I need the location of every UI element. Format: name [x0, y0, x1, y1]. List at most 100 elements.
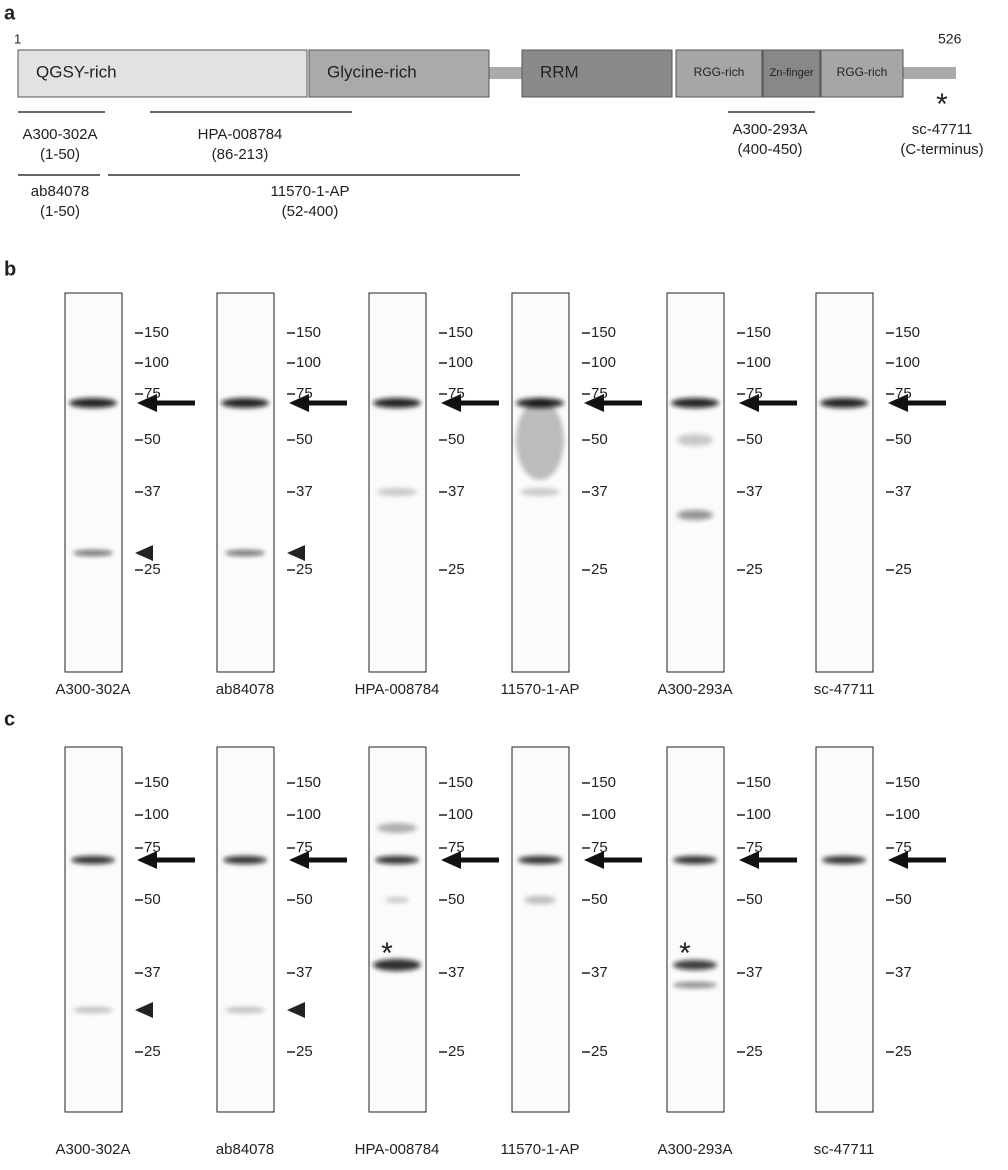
band	[225, 550, 265, 556]
blot-lane	[816, 293, 873, 672]
marker-label: 75	[895, 385, 912, 402]
blot-lane	[667, 747, 724, 1112]
marker-label: 25	[591, 1043, 608, 1060]
lane-label: 11570-1-AP	[501, 1141, 580, 1158]
blot-lane	[369, 747, 426, 1112]
band	[223, 856, 267, 864]
domain-label: QGSY-rich	[36, 62, 117, 81]
marker-label: 37	[591, 483, 608, 500]
antibody-range: (400-450)	[737, 141, 802, 158]
antibody-range: (52-400)	[282, 203, 339, 220]
marker-label: 50	[144, 431, 161, 448]
band	[673, 982, 717, 988]
asterisk: *	[679, 937, 691, 970]
marker-label: 37	[895, 964, 912, 981]
band	[73, 550, 113, 556]
band	[71, 856, 115, 864]
antibody-name: sc-47711	[912, 121, 973, 138]
linker	[903, 67, 956, 79]
blot-lane	[512, 293, 569, 672]
marker-label: 50	[746, 891, 763, 908]
marker-label: 37	[296, 483, 313, 500]
band	[375, 856, 419, 864]
marker-label: 75	[448, 385, 465, 402]
arrowhead	[135, 1002, 153, 1018]
blot-lane	[217, 747, 274, 1112]
antibody-range: (1-50)	[40, 203, 80, 220]
antibody-range: (C-terminus)	[900, 141, 983, 158]
lane-label: sc-47711	[814, 1141, 875, 1158]
antibody-range: (1-50)	[40, 146, 80, 163]
end-residue: 526	[938, 31, 962, 47]
lane-label: ab84078	[216, 681, 274, 698]
asterisk: *	[381, 937, 393, 970]
antibody-name: 11570-1-AP	[271, 183, 350, 200]
marker-label: 25	[746, 1043, 763, 1060]
marker-label: 50	[296, 431, 313, 448]
lane-label: HPA-008784	[355, 1141, 440, 1158]
marker-label: 37	[895, 483, 912, 500]
lane-label: 11570-1-AP	[501, 681, 580, 698]
marker-label: 25	[144, 1043, 161, 1060]
marker-label: 150	[296, 774, 321, 791]
marker-label: 150	[591, 324, 616, 341]
linker	[489, 67, 523, 79]
marker-label: 100	[895, 806, 920, 823]
marker-label: 150	[144, 324, 169, 341]
marker-label: 75	[144, 839, 161, 856]
marker-label: 150	[895, 774, 920, 791]
panel-label: b	[4, 258, 16, 280]
marker-label: 25	[448, 1043, 465, 1060]
arrowhead	[135, 545, 153, 561]
blot-lane	[667, 293, 724, 672]
blot-lane	[369, 293, 426, 672]
band	[677, 510, 713, 520]
antibody-range: (86-213)	[212, 146, 269, 163]
lane-label: A300-302A	[55, 1141, 130, 1158]
blot-lane	[816, 747, 873, 1112]
marker-label: 100	[895, 354, 920, 371]
marker-label: 25	[591, 561, 608, 578]
marker-label: 25	[144, 561, 161, 578]
marker-label: 37	[296, 964, 313, 981]
domain-label: RGG-rich	[837, 65, 888, 79]
antibody-name: A300-302A	[22, 126, 97, 143]
lane-label: A300-293A	[657, 1141, 732, 1158]
domain-label: RGG-rich	[694, 65, 745, 79]
marker-label: 25	[448, 561, 465, 578]
marker-label: 100	[591, 806, 616, 823]
marker-label: 150	[448, 324, 473, 341]
marker-label: 25	[296, 1043, 313, 1060]
lane-label: sc-47711	[814, 681, 875, 698]
marker-label: 50	[296, 891, 313, 908]
blot-lane	[512, 747, 569, 1112]
band	[73, 1007, 113, 1013]
band	[225, 1007, 265, 1013]
band	[69, 398, 117, 408]
marker-label: 50	[895, 891, 912, 908]
marker-label: 50	[895, 431, 912, 448]
blot-lane	[217, 293, 274, 672]
lane-label: A300-293A	[657, 681, 732, 698]
panel-label: a	[4, 2, 16, 24]
lane-label: ab84078	[216, 1141, 274, 1158]
marker-label: 150	[746, 774, 771, 791]
antibody-name: A300-293A	[732, 121, 807, 138]
band	[673, 856, 717, 864]
marker-label: 37	[144, 964, 161, 981]
band	[221, 398, 269, 408]
marker-label: 150	[746, 324, 771, 341]
marker-label: 50	[591, 431, 608, 448]
marker-label: 25	[296, 561, 313, 578]
marker-label: 75	[448, 839, 465, 856]
marker-label: 25	[895, 1043, 912, 1060]
marker-label: 50	[591, 891, 608, 908]
domain-label: Glycine-rich	[327, 62, 417, 81]
band	[377, 488, 417, 496]
band	[524, 896, 556, 904]
marker-label: 75	[144, 385, 161, 402]
marker-label: 37	[144, 483, 161, 500]
marker-label: 100	[591, 354, 616, 371]
marker-label: 100	[448, 806, 473, 823]
marker-label: 75	[591, 385, 608, 402]
